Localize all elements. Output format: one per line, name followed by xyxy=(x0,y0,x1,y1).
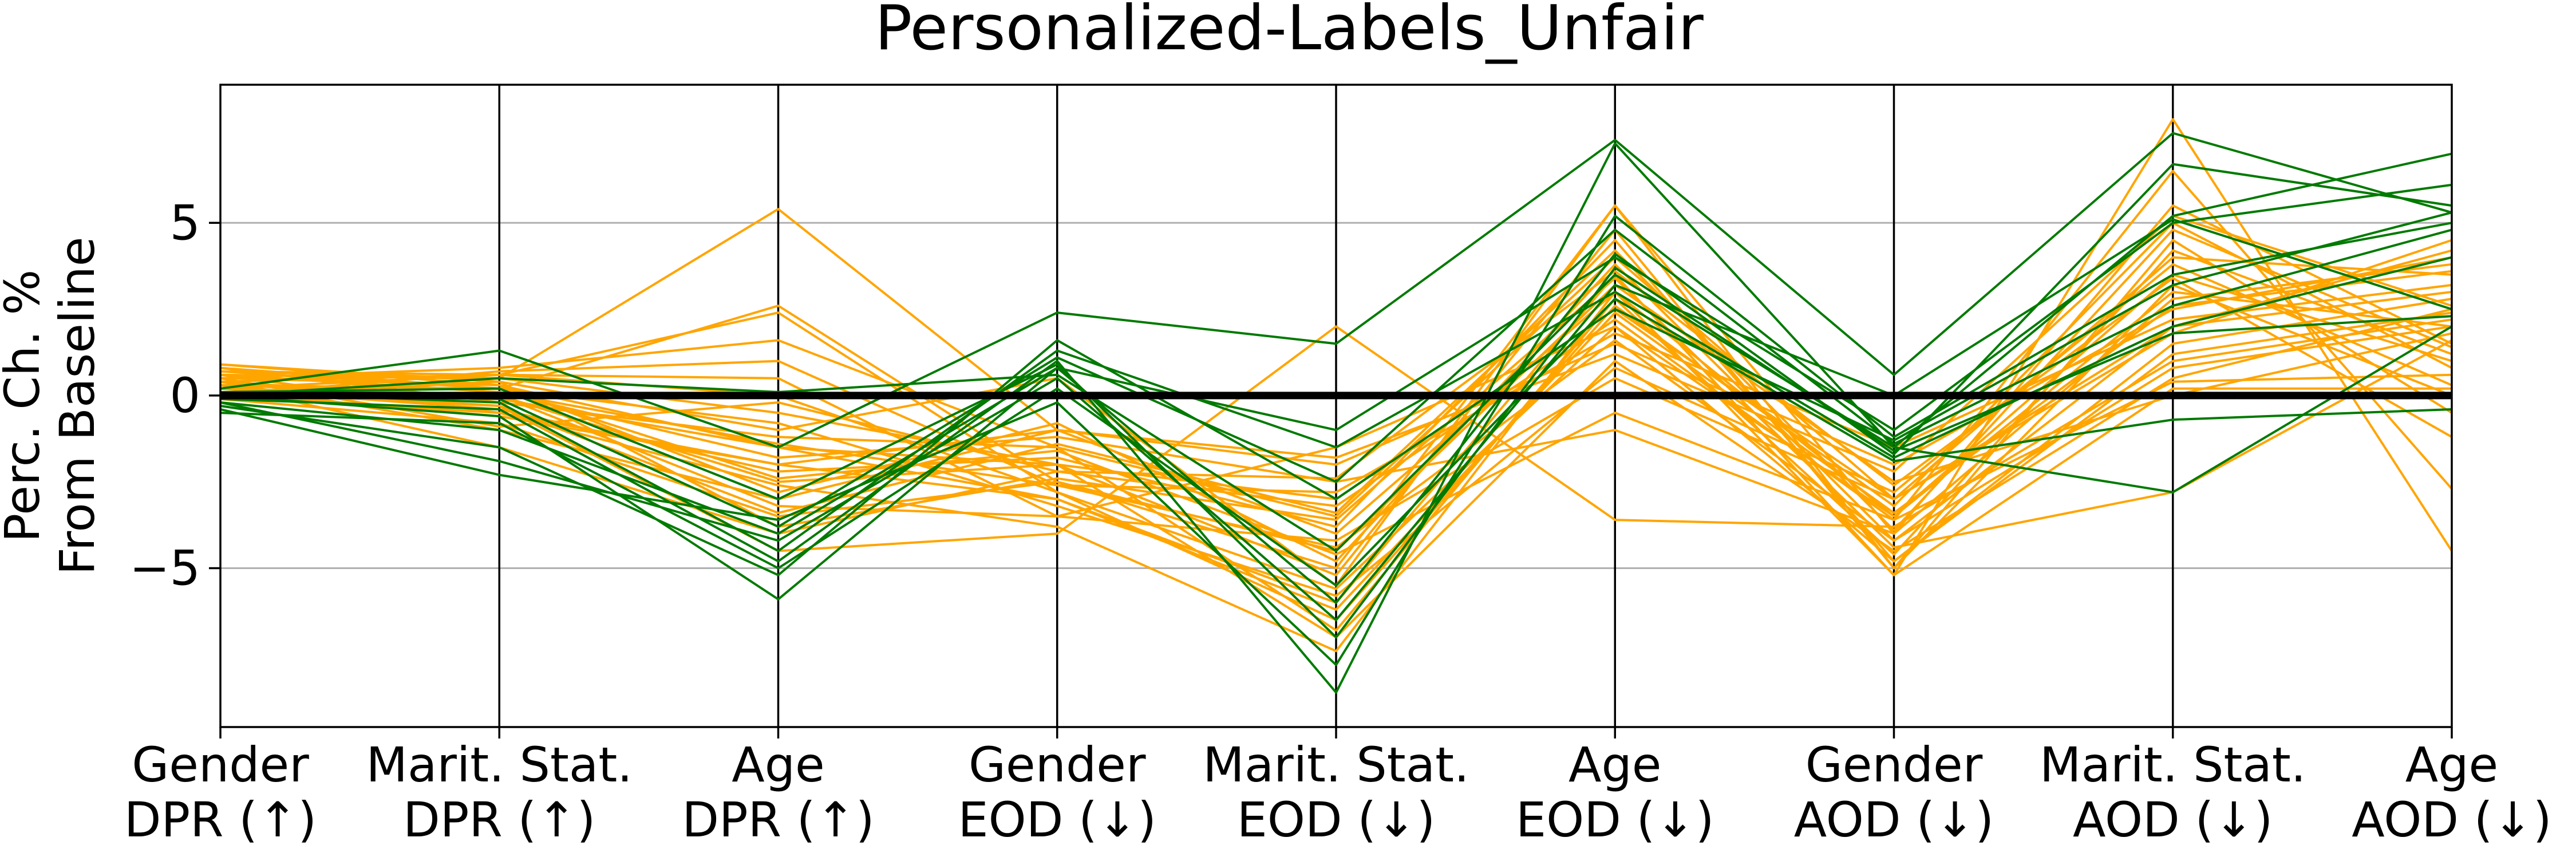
y-tick-label: −5 xyxy=(129,540,200,597)
series-line-orange xyxy=(220,215,2452,473)
y-tick-label: 5 xyxy=(170,195,200,251)
x-tick-label: DPR (↑) xyxy=(124,792,317,848)
series-line-orange xyxy=(220,208,2452,535)
x-tick-label: EOD (↓) xyxy=(1516,792,1714,848)
series-line-orange xyxy=(220,283,2452,493)
vertical-axes xyxy=(498,85,2174,727)
series-line-green xyxy=(220,228,2452,528)
series-line-orange xyxy=(220,263,2452,563)
x-tick-label: AOD (↓) xyxy=(2352,792,2551,848)
x-tick-label: Gender xyxy=(1805,737,1983,793)
x-tick-label: Marit. Stat. xyxy=(366,737,633,793)
y-axis-label-line: Perc. Ch. % xyxy=(0,270,50,543)
x-tick-label: AOD (↓) xyxy=(2073,792,2273,848)
x-tick-label: EOD (↓) xyxy=(1237,792,1436,848)
x-tick-label: Marit. Stat. xyxy=(2040,737,2306,793)
series-line-green xyxy=(220,256,2452,552)
y-tick-labels: −5 0 5 xyxy=(129,195,220,597)
series-line-green xyxy=(220,273,2453,552)
x-tick-label: Age xyxy=(1568,737,1661,793)
series-line-orange xyxy=(220,204,2452,570)
series-line-orange xyxy=(220,270,2452,487)
y-axis-label-line: From Baseline xyxy=(49,237,105,575)
series-line-orange xyxy=(220,311,2452,590)
series-line-green xyxy=(220,266,2452,639)
x-tick-label: AOD (↓) xyxy=(1794,792,1994,848)
series-line-orange xyxy=(220,290,2452,653)
x-tick-label: DPR (↑) xyxy=(403,792,595,848)
x-tick-label: DPR (↑) xyxy=(682,792,874,848)
series-line-orange xyxy=(220,263,2452,597)
chart-title: Personalized-Labels_Unfair xyxy=(875,0,1704,64)
series-line-green xyxy=(220,218,2452,621)
x-tick-label: Gender xyxy=(969,737,1146,793)
x-tick-label: Gender xyxy=(132,737,309,793)
series-line-orange xyxy=(220,270,2452,611)
series-line-green xyxy=(220,211,2452,576)
series-line-green xyxy=(220,183,2452,601)
x-tick-label: Age xyxy=(2405,737,2498,793)
x-tick-label: EOD (↓) xyxy=(958,792,1157,848)
x-tick-label: Age xyxy=(732,737,824,793)
y-tick-label: 0 xyxy=(170,368,200,424)
series-line-orange xyxy=(220,277,2452,549)
x-tick-label: Marit. Stat. xyxy=(1203,737,1469,793)
series-line-green xyxy=(220,163,2452,604)
series-line-orange xyxy=(220,228,2452,576)
series-line-green xyxy=(220,298,2452,587)
y-axis-label: Perc. Ch. %From Baseline xyxy=(0,237,105,575)
